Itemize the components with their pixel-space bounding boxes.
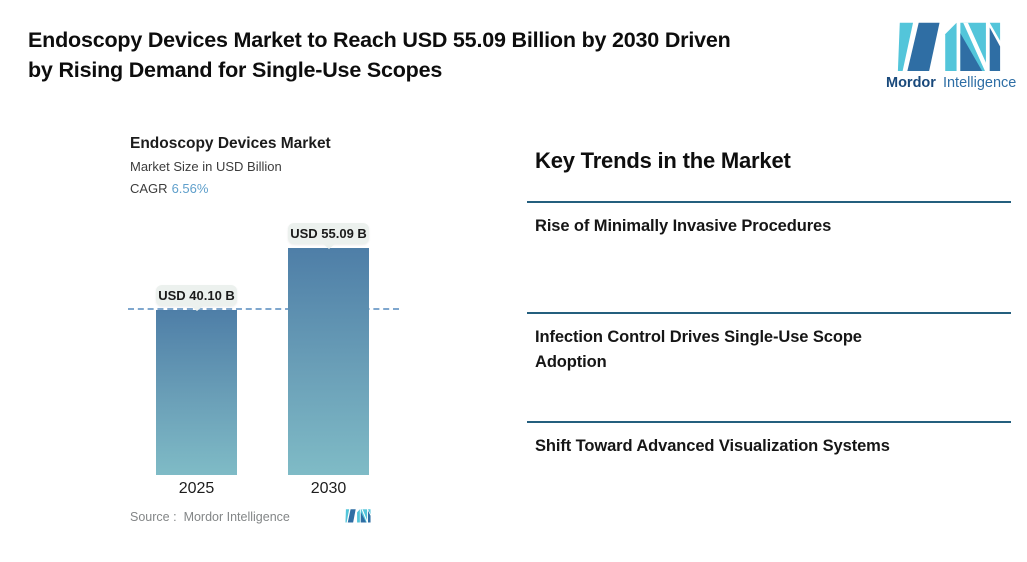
page-title: Endoscopy Devices Market to Reach USD 55…	[28, 28, 731, 82]
trend-item-2: Infection Control Drives Single-Use Scop…	[527, 312, 1011, 375]
brand-logo: Mordor Intelligence	[886, 18, 1016, 91]
bar-value-label-2030: USD 55.09 B	[288, 223, 369, 244]
trend-item-2-text: Infection Control Drives Single-Use Scop…	[535, 328, 862, 371]
x-tick-2025: 2025	[178, 480, 215, 497]
cagr-label: CAGR	[130, 181, 168, 196]
trend-item-3-text: Shift Toward Advanced Visualization Syst…	[535, 437, 890, 455]
reference-dashed-line	[128, 308, 399, 310]
source-label: Source :	[130, 510, 177, 524]
chart-title: Endoscopy Devices Market	[130, 135, 331, 152]
bar-value-text-2025: USD 40.10 B	[158, 288, 235, 303]
brand-name: Mordor Intelligence	[886, 75, 1016, 91]
x-tick-2030: 2030	[310, 480, 347, 497]
bar-2030	[288, 248, 369, 475]
brand-name-light: Intelligence	[942, 75, 1017, 91]
source-note: Source : Mordor Intelligence	[130, 510, 290, 524]
bar-value-label-2025: USD 40.10 B	[156, 285, 237, 306]
trends-heading: Key Trends in the Market	[535, 148, 791, 173]
trend-item-1-text: Rise of Minimally Invasive Procedures	[535, 217, 832, 235]
trend-item-3: Shift Toward Advanced Visualization Syst…	[527, 421, 1011, 459]
chart-cagr: CAGR 6.56%	[130, 181, 208, 196]
brand-name-bold: Mordor	[886, 75, 936, 91]
trend-item-1: Rise of Minimally Invasive Procedures	[527, 201, 1011, 239]
mordor-logo-icon	[897, 22, 1001, 72]
bar-value-text-2030: USD 55.09 B	[290, 226, 367, 241]
bar-2025	[156, 310, 237, 475]
source-value: Mordor Intelligence	[183, 510, 290, 524]
cagr-value: 6.56%	[171, 181, 209, 196]
chart-subtitle: Market Size in USD Billion	[130, 159, 282, 174]
mordor-logo-small-icon	[345, 509, 371, 523]
